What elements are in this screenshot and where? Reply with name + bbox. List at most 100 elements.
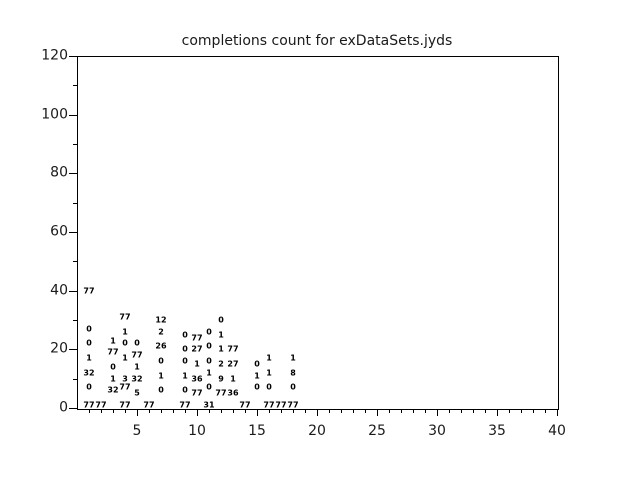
data-point-label: 0 <box>182 344 188 354</box>
data-point-label: 77 <box>119 382 131 392</box>
data-point-label: 31 <box>203 400 215 410</box>
y-major-tick <box>69 349 77 351</box>
data-point-label: 1 <box>290 353 296 363</box>
x-major-tick <box>137 409 138 416</box>
data-point-label: 0 <box>266 382 272 392</box>
x-axis-tick-label: 15 <box>248 423 266 439</box>
data-point-label: 1 <box>86 353 92 363</box>
data-point-label: 1 <box>266 353 272 363</box>
data-point-label: 2 <box>158 327 164 337</box>
data-point-label: 77 <box>131 350 143 360</box>
x-minor-tick <box>293 409 294 413</box>
data-point-label: 77 <box>239 400 251 410</box>
data-point-label: 77 <box>119 400 131 410</box>
x-minor-tick <box>209 409 210 413</box>
data-point-label: 77 <box>191 388 203 398</box>
data-point-label: 36 <box>227 388 239 398</box>
data-point-label: 1 <box>110 374 116 384</box>
data-point-label: 0 <box>122 338 128 348</box>
y-axis-tick-label: 100 <box>41 106 68 123</box>
x-minor-tick <box>221 409 222 413</box>
data-point-label: 77 <box>191 333 203 343</box>
data-point-label: 0 <box>182 330 188 340</box>
x-major-tick <box>257 409 258 416</box>
y-major-tick <box>69 173 77 175</box>
plot-area <box>77 56 559 410</box>
data-point-label: 0 <box>158 356 164 366</box>
x-minor-tick <box>485 409 486 413</box>
data-point-label: 0 <box>158 385 164 395</box>
data-point-label: 12 <box>155 315 167 325</box>
y-axis-tick-label: 0 <box>59 399 68 416</box>
data-point-label: 0 <box>206 356 212 366</box>
y-minor-tick <box>73 144 77 145</box>
x-minor-tick <box>233 409 234 413</box>
data-point-label: 1 <box>266 368 272 378</box>
y-major-tick <box>69 56 77 57</box>
x-axis-tick-label: 35 <box>488 423 506 439</box>
data-point-label: 0 <box>110 362 116 372</box>
x-axis-tick-label: 40 <box>548 423 566 439</box>
data-point-label: 0 <box>218 315 224 325</box>
y-minor-tick <box>73 378 77 380</box>
data-point-label: 77 <box>143 400 155 410</box>
data-point-label: 1 <box>122 353 128 363</box>
data-point-label: 77 <box>119 312 131 322</box>
data-point-label: 1 <box>230 374 236 384</box>
x-axis-tick-label: 10 <box>188 423 206 439</box>
x-minor-tick <box>89 409 90 413</box>
data-point-label: 2 <box>218 359 224 369</box>
x-minor-tick <box>125 409 126 413</box>
data-point-label: 1 <box>206 368 212 378</box>
x-major-tick <box>437 409 438 416</box>
x-major-tick <box>197 409 198 416</box>
x-minor-tick <box>401 409 402 413</box>
x-minor-tick <box>245 409 246 413</box>
y-axis-tick-label: 40 <box>50 282 68 299</box>
data-point-label: 0 <box>182 356 188 366</box>
chart-title: completions count for exDataSets.jyds <box>181 33 453 49</box>
x-minor-tick <box>461 409 462 413</box>
x-minor-tick <box>341 409 342 413</box>
x-axis-tick-label: 25 <box>368 423 386 439</box>
data-point-label: 0 <box>134 338 140 348</box>
data-point-label: 0 <box>254 382 260 392</box>
y-major-tick <box>69 114 77 116</box>
data-point-label: 1 <box>218 344 224 354</box>
data-point-label: 77 <box>263 400 275 410</box>
x-minor-tick <box>101 409 102 413</box>
x-minor-tick <box>473 409 474 413</box>
x-minor-tick <box>521 409 522 413</box>
data-point-label: 1 <box>254 371 260 381</box>
data-point-label: 77 <box>215 388 227 398</box>
data-point-label: 1 <box>194 359 200 369</box>
data-point-label: 27 <box>227 359 239 369</box>
y-minor-tick <box>73 85 77 87</box>
data-point-label: 9 <box>218 374 224 384</box>
data-point-label: 77 <box>83 286 95 296</box>
y-major-tick <box>69 408 77 409</box>
data-point-label: 5 <box>134 388 140 398</box>
x-minor-tick <box>365 409 366 413</box>
data-point-label: 1 <box>122 327 128 337</box>
x-minor-tick <box>185 409 186 413</box>
x-minor-tick <box>149 409 150 413</box>
x-minor-tick <box>533 409 534 413</box>
y-major-tick <box>69 232 77 233</box>
data-point-label: 77 <box>287 400 299 410</box>
data-point-label: 0 <box>290 382 296 392</box>
x-minor-tick <box>425 409 426 413</box>
data-point-label: 1 <box>158 371 164 381</box>
x-major-tick <box>497 409 498 416</box>
data-point-label: 77 <box>227 344 239 354</box>
y-axis-tick-label: 120 <box>41 47 68 64</box>
data-point-label: 32 <box>131 374 143 384</box>
y-axis-tick-label: 60 <box>50 223 68 240</box>
y-axis-tick-label: 80 <box>50 164 68 181</box>
x-minor-tick <box>509 409 510 413</box>
data-point-label: 8 <box>290 368 296 378</box>
data-point-label: 36 <box>191 374 203 384</box>
x-major-tick <box>317 409 318 416</box>
data-point-label: 0 <box>206 382 212 392</box>
x-axis-tick-label: 20 <box>308 423 326 439</box>
